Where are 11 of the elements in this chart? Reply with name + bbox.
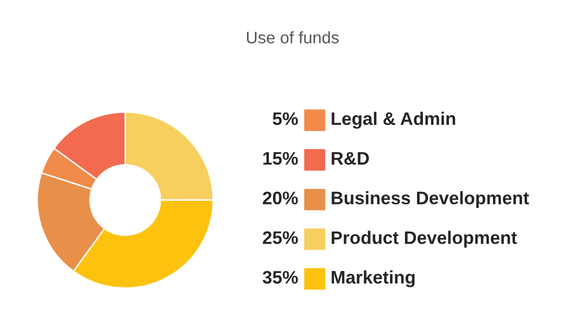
data-label: 15% <box>263 152 298 165</box>
legend-label: Marketing <box>332 270 415 288</box>
legend-label: Legal & Admin <box>332 112 456 129</box>
data-label: 5% <box>272 112 298 126</box>
data-label: 35% <box>262 270 298 284</box>
legend-label: R&D <box>332 152 369 165</box>
data-label: 25% <box>262 231 298 244</box>
legend-label: Business Development <box>332 191 529 208</box>
legend-label: Product Development <box>332 230 517 248</box>
data-label: 20% <box>262 192 298 204</box>
chart-title: Use of funds <box>247 31 339 44</box>
